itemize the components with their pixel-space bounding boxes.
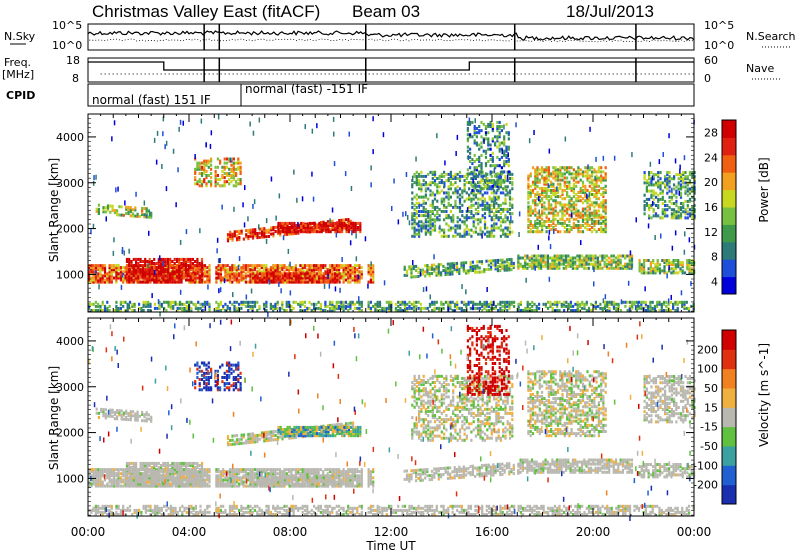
y-tick-label: 1000 [56, 268, 84, 281]
colorbar-tick-label: -15 [700, 421, 718, 434]
colorbar-swatch [722, 137, 736, 156]
cpid-label: CPID [6, 89, 35, 102]
colorbar-swatch [722, 259, 736, 278]
y-tick-label: 3000 [56, 381, 84, 394]
y-tick-label: 1000 [56, 472, 84, 485]
colorbar-tick-label: 8 [711, 251, 718, 264]
y-tick-label: 3000 [56, 177, 84, 190]
nave-tick-bottom: 0 [704, 72, 711, 85]
colorbar-tick-label: 200 [697, 343, 718, 356]
colorbar-tick-label: 28 [704, 126, 718, 139]
colorbar-swatch [722, 368, 736, 389]
nsearch-label: N.Search [746, 30, 796, 43]
date-label: 18/Jul/2013 [566, 2, 654, 21]
colorbar-swatch [722, 172, 736, 191]
colorbar-swatch [722, 120, 736, 138]
colorbar-tick-label: 15 [704, 401, 718, 414]
x-tick-label: 12:00 [374, 525, 409, 539]
x-tick-label: 16:00 [475, 525, 510, 539]
nsky-strip-frame [87, 23, 695, 51]
beam-label: Beam 03 [352, 2, 420, 21]
colorbar-tick-label: 20 [704, 176, 718, 189]
colorbar-tick-label: 16 [704, 201, 718, 214]
power-colorbar: 4 8 12 16 20 24 28 [704, 119, 737, 295]
colorbar-swatch [722, 241, 736, 260]
x-tick-label: 08:00 [273, 525, 308, 539]
freq-label-line2: [MHz] [2, 68, 34, 81]
x-tick-label: 00:00 [71, 525, 106, 539]
colorbar-frame [721, 119, 737, 295]
nsky-trace [87, 30, 695, 41]
freq-tick-top: 18 [66, 54, 80, 67]
y-tick-label: 2000 [56, 427, 84, 440]
colorbar-swatch [722, 330, 736, 350]
velocity-colorbar-label: Velocity [m s^-1] [757, 343, 771, 447]
power-ylabel: Slant Range [km] [47, 158, 61, 262]
x-tick-label: 20:00 [576, 525, 611, 539]
x-tick-label: 04:00 [172, 525, 207, 539]
freq-tick-bottom: 8 [72, 72, 79, 85]
velocity-ylabel: Slant Range [km] [47, 366, 61, 470]
y-tick-label: 4000 [56, 131, 84, 144]
colorbar-swatch [722, 189, 736, 208]
x-axis-label: Time UT [365, 539, 416, 553]
cpid-segment-1: normal (fast) 151 IF [92, 93, 211, 107]
x-tick-label: 00:00 [677, 525, 712, 539]
colorbar-swatch [722, 276, 736, 295]
nave-label: Nave [746, 62, 774, 75]
nsky-label: N.Sky [4, 30, 36, 43]
nsearch-tick-bottom: 10^0 [704, 39, 734, 52]
velocity-colorbar: 200 100 50 15 -15 -50 -100 -200 [693, 329, 737, 505]
y-tick-label: 4000 [56, 335, 84, 348]
x-tick-labels: 00:00 04:00 08:00 12:00 16:00 20:00 00:00 [71, 525, 712, 539]
freq-strip-frame [87, 57, 695, 83]
nsearch-tick-top: 10^5 [704, 19, 734, 32]
colorbar-tick-label: 50 [704, 382, 718, 395]
freq-label-line1: Freq. [4, 56, 31, 69]
colorbar-tick-label: 12 [704, 226, 718, 239]
y-tick-label: 2000 [56, 223, 84, 236]
colorbar-swatch [722, 388, 736, 408]
colorbar-swatch [722, 426, 736, 447]
nsky-tick-top: 10^5 [52, 19, 82, 32]
colorbar-swatch [722, 154, 736, 173]
colorbar-tick-label: -50 [700, 440, 718, 453]
nsearch-trace [87, 38, 695, 43]
colorbar-tick-label: 4 [711, 276, 718, 289]
nsky-tick-bottom: 10^0 [52, 39, 82, 52]
nave-tick-top: 60 [704, 54, 718, 67]
colorbar-tick-label: 24 [704, 151, 718, 164]
colorbar-swatch [722, 207, 736, 225]
colorbar-swatch [722, 446, 736, 466]
colorbar-swatch [722, 465, 736, 486]
colorbar-tick-label: -200 [693, 479, 718, 492]
colorbar-swatch [722, 349, 736, 370]
strip-traces [87, 24, 695, 82]
cpid-frame [87, 83, 695, 107]
power-panel: 1000 2000 3000 4000 [56, 113, 696, 317]
colorbar-swatch [722, 224, 736, 243]
station-title: Christmas Valley East (fitACF) [92, 2, 320, 21]
colorbar-swatch [722, 407, 736, 428]
colorbar-tick-label: 100 [697, 363, 718, 376]
freq-trace [88, 61, 694, 71]
scatter-cells [88, 319, 696, 521]
power-colorbar-label: Power [dB] [757, 157, 771, 222]
colorbar-frame [721, 329, 737, 505]
colorbar-swatch [722, 484, 736, 505]
cpid-segment-2: normal (fast) -151 IF [245, 82, 368, 96]
colorbar-tick-label: -100 [693, 459, 718, 472]
velocity-panel: 1000 2000 3000 4000 [56, 317, 696, 521]
